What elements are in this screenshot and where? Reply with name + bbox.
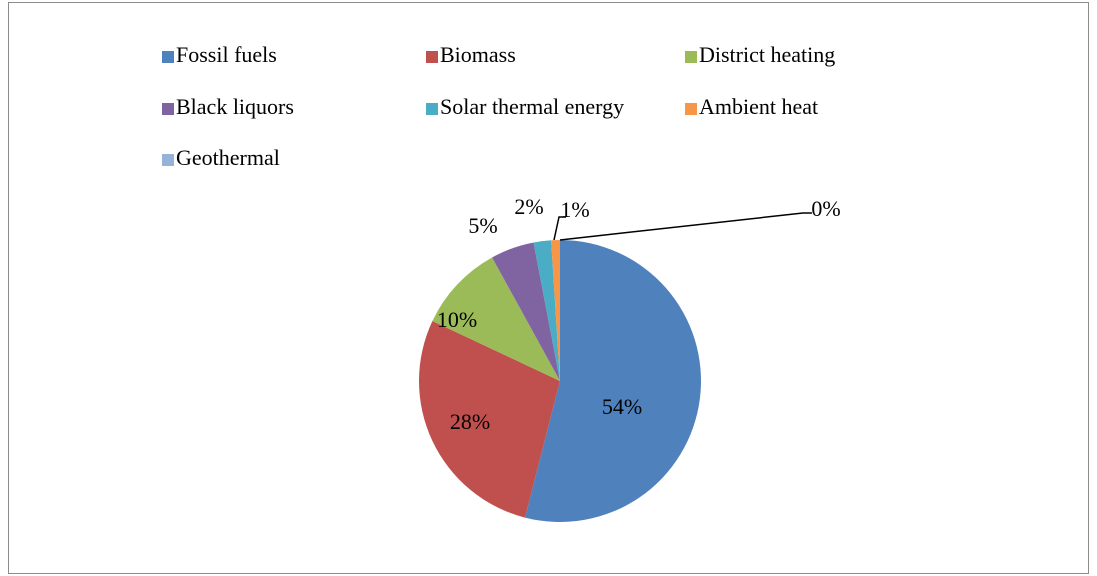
legend-label: Ambient heat: [699, 94, 818, 119]
legend-swatch: [162, 154, 174, 166]
legend-swatch: [426, 103, 438, 115]
pie-slice: [432, 257, 560, 381]
legend-label: Biomass: [440, 42, 516, 67]
data-label: 0%: [811, 196, 840, 221]
legend-swatch: [426, 51, 438, 63]
pie-slice: [418, 320, 560, 518]
leader-line: [559, 212, 812, 241]
legend-label: Fossil fuels: [176, 42, 277, 67]
legend-swatch: [685, 103, 697, 115]
legend-swatch: [162, 103, 174, 115]
pie-slice: [524, 240, 701, 523]
data-label: 10%: [437, 307, 477, 332]
data-label: 54%: [602, 394, 642, 419]
legend-swatch: [162, 51, 174, 63]
legend-label: District heating: [699, 42, 835, 67]
pie-slice: [533, 240, 560, 381]
data-label: 28%: [450, 409, 490, 434]
pie-slice: [551, 240, 560, 381]
data-label: 5%: [468, 213, 497, 238]
legend-label: Solar thermal energy: [440, 94, 624, 119]
data-label: 2%: [514, 194, 543, 219]
legend-label: Black liquors: [176, 94, 294, 119]
leader-line: [553, 216, 566, 241]
legend-label: Geothermal: [176, 145, 280, 170]
legend-swatch: [685, 51, 697, 63]
data-label: 1%: [560, 197, 589, 222]
pie-slice: [492, 242, 560, 381]
